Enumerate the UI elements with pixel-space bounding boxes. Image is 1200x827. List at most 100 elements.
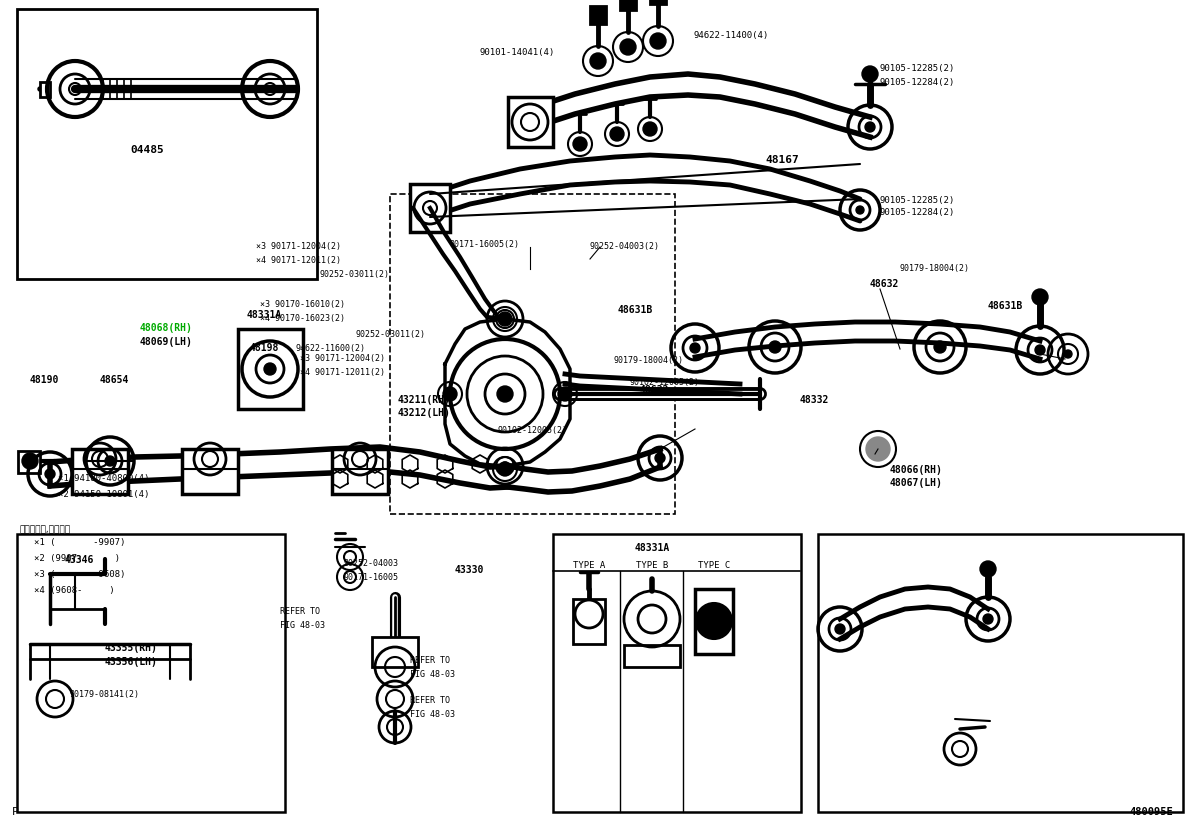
Circle shape — [980, 562, 996, 577]
Text: ×2 (9907-      ): ×2 (9907- ) — [34, 553, 120, 562]
Circle shape — [1064, 351, 1072, 359]
Text: 94622-11400(4): 94622-11400(4) — [694, 31, 769, 40]
Bar — [40, 83, 50, 98]
Circle shape — [620, 40, 636, 56]
Bar — [650, 0, 666, 5]
Text: 48069(LH): 48069(LH) — [140, 337, 193, 347]
Circle shape — [866, 437, 890, 461]
Text: 90179-18004(2): 90179-18004(2) — [900, 263, 970, 272]
Text: 43355(RH): 43355(RH) — [106, 643, 158, 653]
Text: 43212(LH): 43212(LH) — [398, 408, 451, 418]
Circle shape — [558, 388, 572, 402]
Text: 48331A: 48331A — [635, 543, 670, 552]
Text: 90252-03011(2): 90252-03011(2) — [355, 330, 425, 339]
Circle shape — [497, 386, 514, 403]
Circle shape — [865, 123, 875, 133]
Bar — [818, 534, 1183, 812]
Text: 43330: 43330 — [455, 564, 485, 574]
Circle shape — [696, 603, 732, 639]
Text: 480095E: 480095E — [1130, 806, 1174, 816]
Bar — [182, 449, 238, 495]
Text: REFER TO: REFER TO — [280, 605, 320, 614]
Text: 48190: 48190 — [30, 375, 59, 385]
Circle shape — [650, 34, 666, 50]
Circle shape — [574, 138, 587, 152]
Text: 富氷油仕樹,雪固仕樹: 富氷油仕樹,雪固仕樹 — [20, 525, 71, 534]
Text: 48632: 48632 — [870, 279, 899, 289]
Text: 48066(RH): 48066(RH) — [890, 465, 943, 475]
Text: 48632: 48632 — [640, 385, 670, 394]
Text: ×4 90170-16023(2): ×4 90170-16023(2) — [260, 313, 346, 322]
Text: 90171-16005: 90171-16005 — [343, 571, 398, 581]
Text: 90252-04003: 90252-04003 — [343, 558, 398, 566]
Text: ×1 94180-40800(4): ×1 94180-40800(4) — [58, 474, 149, 482]
Circle shape — [443, 388, 457, 402]
Circle shape — [862, 67, 878, 83]
Text: ×2 94150-10801(4): ×2 94150-10801(4) — [58, 490, 149, 499]
Circle shape — [690, 343, 700, 354]
Text: 90179-08141(2): 90179-08141(2) — [70, 690, 140, 699]
Text: 48654: 48654 — [100, 375, 130, 385]
Text: 48067(LH): 48067(LH) — [890, 477, 943, 487]
Circle shape — [22, 453, 38, 470]
Text: 90252-03011(2): 90252-03011(2) — [320, 270, 390, 280]
Bar — [574, 600, 605, 644]
Circle shape — [498, 462, 512, 476]
Bar — [72, 449, 128, 495]
Text: 48332: 48332 — [800, 394, 829, 404]
Text: ×4 (9608-     ): ×4 (9608- ) — [34, 586, 114, 594]
Text: 43346: 43346 — [65, 554, 95, 564]
Circle shape — [856, 207, 864, 215]
Circle shape — [835, 624, 845, 634]
Text: 48198: 48198 — [250, 342, 280, 352]
Bar — [390, 195, 674, 514]
Text: 48631B: 48631B — [618, 304, 653, 314]
Circle shape — [46, 470, 55, 480]
Circle shape — [502, 316, 509, 323]
Bar — [695, 590, 733, 654]
Text: FIG 48-03: FIG 48-03 — [280, 619, 325, 629]
Circle shape — [934, 342, 946, 354]
Text: ×4 90171-12011(2): ×4 90171-12011(2) — [300, 367, 385, 376]
Circle shape — [610, 128, 624, 141]
Text: 90252-04003(2): 90252-04003(2) — [590, 242, 660, 251]
Bar — [553, 534, 802, 812]
Text: 90171-16005(2): 90171-16005(2) — [450, 240, 520, 249]
Bar — [410, 184, 450, 232]
Text: 90102-12005(2): 90102-12005(2) — [630, 377, 700, 386]
Bar — [332, 449, 388, 495]
Text: 90105-12285(2): 90105-12285(2) — [880, 64, 955, 73]
Text: ×3 90171-12004(2): ×3 90171-12004(2) — [256, 242, 341, 251]
Circle shape — [655, 453, 665, 463]
Text: ×1 (       -9907): ×1 ( -9907) — [34, 538, 125, 546]
Text: P: P — [12, 806, 19, 816]
Circle shape — [590, 54, 606, 70]
Bar — [590, 7, 606, 25]
Polygon shape — [445, 319, 570, 466]
Circle shape — [983, 614, 994, 624]
Circle shape — [1032, 289, 1048, 306]
Bar — [238, 330, 302, 409]
Circle shape — [769, 342, 781, 354]
Circle shape — [264, 364, 276, 375]
Bar — [624, 645, 680, 667]
Bar — [17, 534, 286, 812]
Text: REFER TO: REFER TO — [410, 656, 450, 665]
Bar — [17, 10, 317, 280]
Text: 48631B: 48631B — [988, 301, 1024, 311]
Text: 90179-18004(2): 90179-18004(2) — [614, 355, 684, 364]
Text: ×3 90170-16010(2): ×3 90170-16010(2) — [260, 300, 346, 309]
Text: 48331A: 48331A — [247, 309, 282, 319]
Text: ×4 90171-12011(2): ×4 90171-12011(2) — [256, 256, 341, 264]
Text: REFER TO: REFER TO — [410, 696, 450, 705]
Text: ×3 (       -9608): ×3 ( -9608) — [34, 569, 125, 578]
Text: 90105-12284(2): 90105-12284(2) — [880, 208, 955, 218]
Text: 94622-11600(2): 94622-11600(2) — [295, 343, 365, 352]
Bar — [372, 638, 418, 667]
Circle shape — [106, 457, 115, 466]
Text: 04485: 04485 — [130, 145, 163, 155]
Text: 90105-12284(2): 90105-12284(2) — [880, 78, 955, 86]
Text: TYPE C: TYPE C — [698, 560, 730, 569]
Circle shape — [498, 313, 512, 327]
Text: 43211(RH): 43211(RH) — [398, 394, 451, 404]
